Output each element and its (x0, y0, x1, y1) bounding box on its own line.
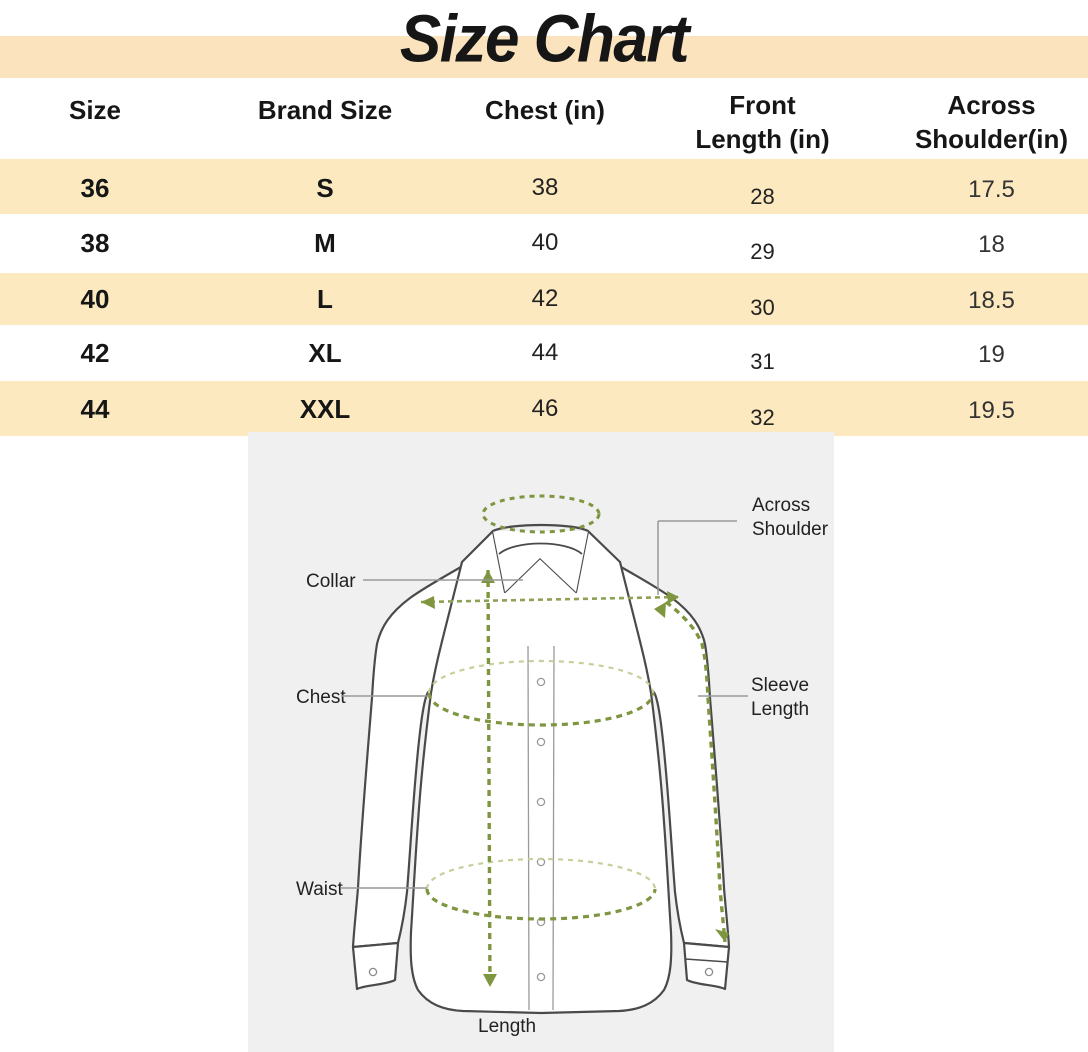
svg-text:Shoulder: Shoulder (752, 519, 829, 540)
svg-text:Length: Length (478, 1016, 536, 1037)
svg-text:Collar: Collar (306, 571, 356, 592)
svg-text:Waist: Waist (296, 879, 344, 900)
svg-text:Chest: Chest (296, 687, 346, 708)
svg-text:Length: Length (751, 699, 809, 720)
svg-text:Sleeve: Sleeve (751, 675, 809, 696)
svg-text:Across: Across (752, 495, 810, 516)
